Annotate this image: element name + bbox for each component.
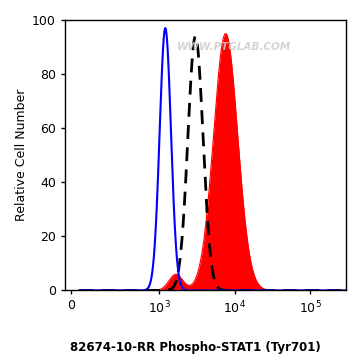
Y-axis label: Relative Cell Number: Relative Cell Number — [15, 89, 28, 221]
Text: WWW.PTGLAB.COM: WWW.PTGLAB.COM — [177, 42, 291, 52]
Text: 82674-10-RR Phospho-STAT1 (Tyr701): 82674-10-RR Phospho-STAT1 (Tyr701) — [70, 341, 320, 354]
